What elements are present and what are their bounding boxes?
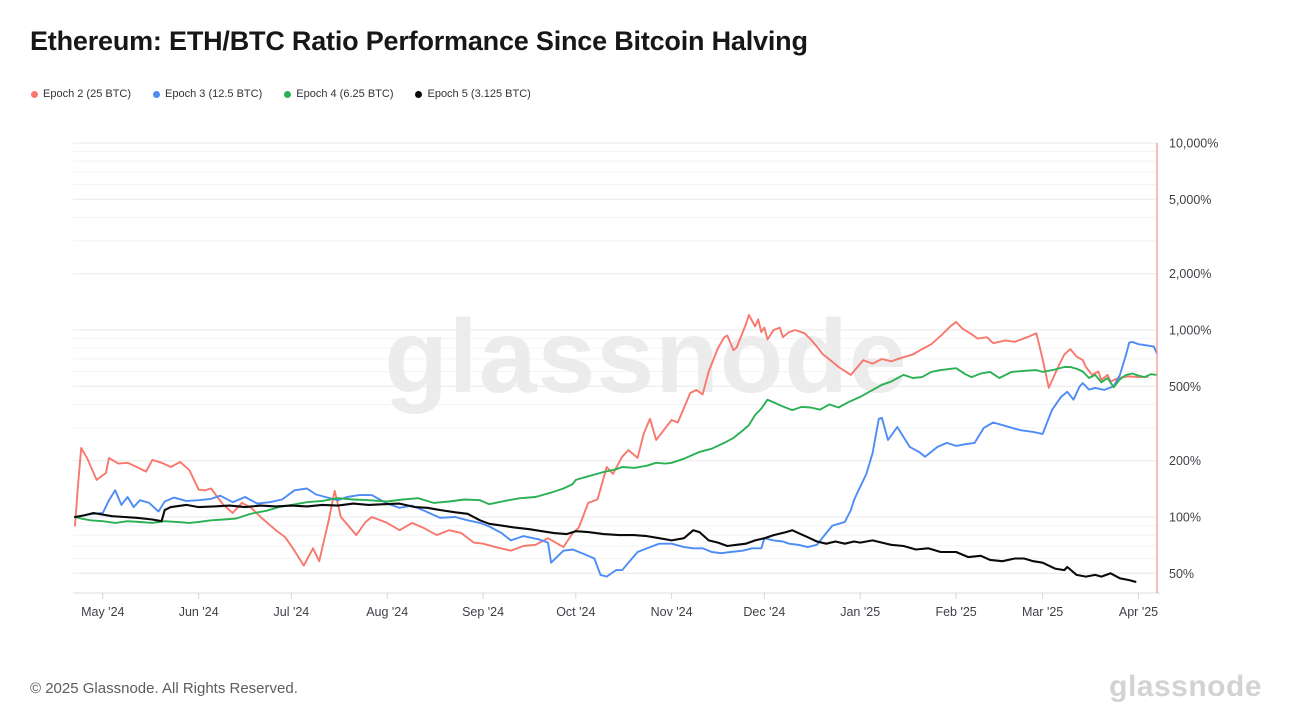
x-axis-label: Dec '24 bbox=[743, 605, 785, 619]
legend-dot-icon bbox=[415, 90, 423, 98]
series-line-epoch-4[interactable] bbox=[74, 366, 1158, 524]
y-axis-labels: 10,000% 5,000% 2,000% 1,000% 500% 200% 100% 50% bbox=[1169, 137, 1218, 581]
y-axis-label: 10,000% bbox=[1169, 137, 1218, 151]
legend-item-epoch-3[interactable]: Epoch 3 (12.5 BTC) bbox=[153, 88, 262, 100]
legend-item-label: Epoch 4 (6.25 BTC) bbox=[296, 88, 394, 100]
legend-item-epoch-5[interactable]: Epoch 5 (3.125 BTC) bbox=[415, 88, 531, 100]
legend-dot-icon bbox=[31, 90, 38, 98]
chart-legend: Epoch 2 (25 BTC) Epoch 3 (12.5 BTC) Epoch … bbox=[31, 88, 531, 100]
watermark-glassnode: glassnode bbox=[384, 299, 907, 415]
y-axis-label: 1,000% bbox=[1169, 324, 1211, 338]
legend-item-label: Epoch 5 (3.125 BTC) bbox=[427, 88, 531, 100]
x-axis-label: Sep '24 bbox=[462, 605, 504, 619]
x-axis-label: Jul '24 bbox=[274, 605, 310, 619]
x-axis-label: Nov '24 bbox=[651, 605, 693, 619]
x-axis-label: Aug '24 bbox=[366, 605, 408, 619]
y-axis-label: 200% bbox=[1169, 454, 1201, 468]
y-axis-label: 5,000% bbox=[1169, 193, 1211, 207]
y-axis-label: 100% bbox=[1169, 511, 1201, 525]
series-line-epoch-3[interactable] bbox=[74, 340, 1158, 578]
x-axis-label: Oct '24 bbox=[556, 605, 595, 619]
legend-item-label: Epoch 2 (25 BTC) bbox=[43, 88, 132, 100]
legend-item-epoch-2[interactable]: Epoch 2 (25 BTC) bbox=[31, 88, 131, 100]
x-axis: May '24 Jun '24 Jul '24 Aug '24 Sep '24 Oct '… bbox=[73, 592, 1160, 619]
gridlines bbox=[73, 142, 1157, 574]
y-axis-label: 2,000% bbox=[1169, 267, 1211, 281]
copyright-text: © 2025 Glassnode. All Rights Reserved. bbox=[30, 680, 298, 697]
x-axis-label: Apr '25 bbox=[1119, 605, 1158, 619]
chart-title: Ethereum: ETH/BTC Ratio Performance Sinc… bbox=[30, 26, 808, 56]
legend-item-epoch-4[interactable]: Epoch 4 (6.25 BTC) bbox=[284, 88, 393, 100]
legend-item-label: Epoch 3 (12.5 BTC) bbox=[165, 88, 263, 100]
legend-dot-icon bbox=[284, 90, 292, 98]
x-axis-label: Mar '25 bbox=[1022, 605, 1063, 619]
glassnode-logo: glassnode bbox=[1109, 670, 1262, 703]
x-axis-label: Feb '25 bbox=[935, 605, 976, 619]
x-axis-label: Jun '24 bbox=[179, 605, 219, 619]
legend-dot-icon bbox=[153, 90, 161, 98]
y-axis-label: 500% bbox=[1169, 380, 1201, 394]
x-axis-label: Jan '25 bbox=[840, 605, 880, 619]
x-axis-label: May '24 bbox=[81, 605, 124, 619]
y-axis-label: 50% bbox=[1169, 567, 1194, 581]
series-line-epoch-5[interactable] bbox=[73, 502, 1137, 583]
